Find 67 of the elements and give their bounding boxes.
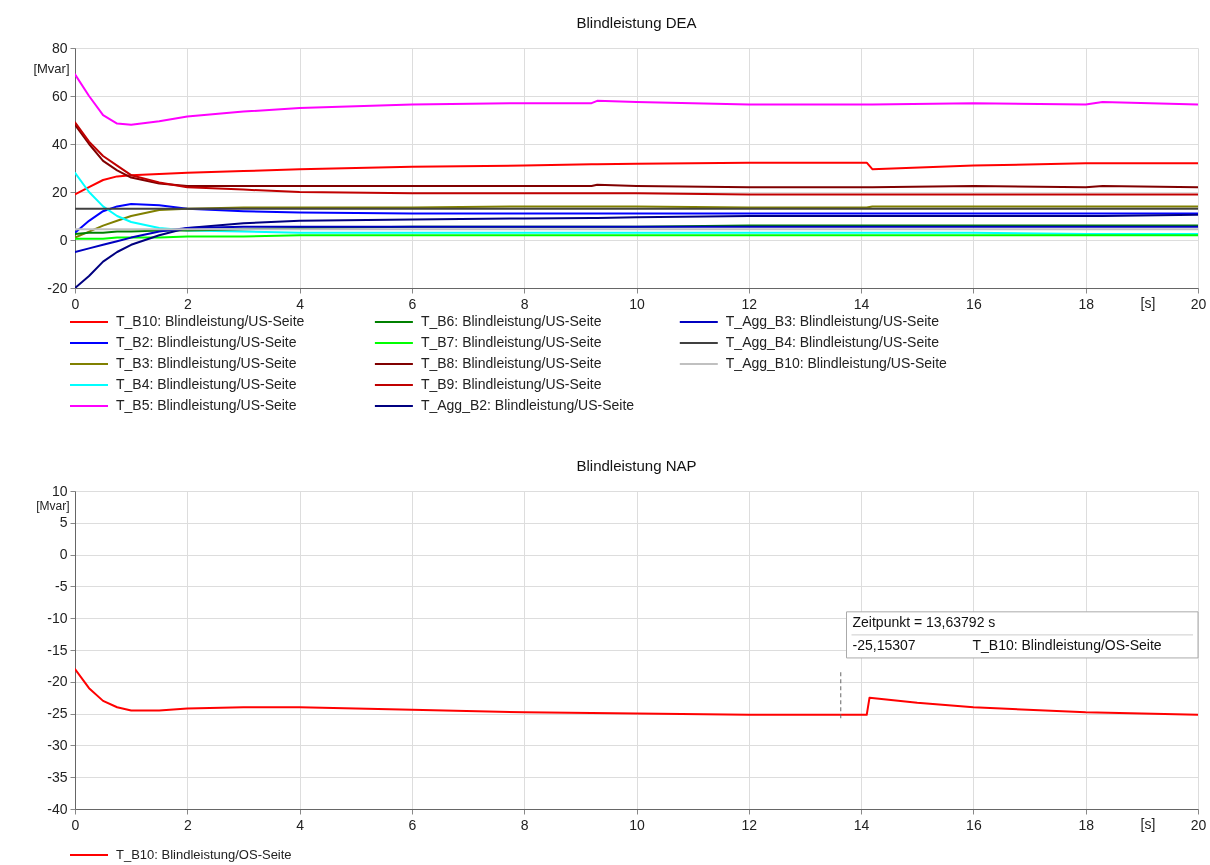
annotation: -25,15307 <box>852 636 916 653</box>
y-tick-label: 0 <box>59 231 68 248</box>
legend-label: T_B3: Blindleistung/US-Seite <box>116 355 297 371</box>
x-tick-label: 16 <box>966 816 982 833</box>
legend-label: T_Agg_B3: Blindleistung/US-Seite <box>725 313 940 329</box>
y-tick-label: -25 <box>47 705 68 722</box>
y-tick-label: -10 <box>47 609 68 626</box>
line-series <box>75 161 1198 196</box>
legend-label: T_B2: Blindleistung/US-Seite <box>116 334 297 350</box>
x-tick-label: 20 <box>1190 295 1207 312</box>
x-tick-label: 14 <box>853 295 870 312</box>
legend-label: T_B10: Blindleistung/OS-Seite <box>116 847 292 862</box>
legend-label: T_Agg_B4: Blindleistung/US-Seite <box>725 334 940 350</box>
y-axis-title: [Mvar] <box>36 498 70 513</box>
x-tick-label: 18 <box>1078 295 1095 312</box>
y-tick-label: 40 <box>51 135 68 152</box>
x-tick-label: 18 <box>1078 816 1095 833</box>
y-tick-label: 0 <box>59 546 68 563</box>
y-tick-label: -15 <box>47 641 68 658</box>
x-tick-label: 8 <box>520 816 529 833</box>
y-tick-label: 60 <box>51 87 68 104</box>
line-series <box>75 73 1198 126</box>
x-tick-label: 8 <box>520 295 529 312</box>
legend-label: T_B5: Blindleistung/US-Seite <box>116 397 297 413</box>
text: T_B10: Blindleistung/OS-Seite <box>972 636 1162 653</box>
y-tick-label: -5 <box>55 577 68 594</box>
x-tick-label: 6 <box>408 816 417 833</box>
x-tick-label: 12 <box>741 816 758 833</box>
x-axis-title: [s] <box>1140 294 1156 311</box>
y-axis-title: [Mvar] <box>33 60 70 76</box>
y-tick-label: -20 <box>47 279 68 296</box>
x-tick-label: 4 <box>296 295 305 312</box>
x-tick-label: 16 <box>966 295 982 312</box>
y-tick-label: -20 <box>47 673 68 690</box>
x-tick-label: 2 <box>183 295 192 312</box>
x-tick-label: 10 <box>629 295 645 312</box>
chart-title: Blindleistung DEA <box>576 14 697 31</box>
legend-label: T_B8: Blindleistung/US-Seite <box>420 355 602 371</box>
annotation: Zeitpunkt = 13,63792 s <box>852 613 996 630</box>
x-axis-title: [s] <box>1140 815 1156 832</box>
legend-label: T_B6: Blindleistung/US-Seite <box>420 313 602 329</box>
x-tick-label: 0 <box>71 295 80 312</box>
y-tick-label: 20 <box>51 183 68 200</box>
y-tick-label: 5 <box>59 514 68 531</box>
y-tick-label: -30 <box>47 736 68 753</box>
x-tick-label: 14 <box>853 816 870 833</box>
legend-label: T_B4: Blindleistung/US-Seite <box>116 376 297 392</box>
line-series <box>75 225 1198 253</box>
legend-label: T_B7: Blindleistung/US-Seite <box>420 334 602 350</box>
y-tick-label: -35 <box>47 768 68 785</box>
chart-title: Blindleistung NAP <box>576 457 697 474</box>
legend-label: T_Agg_B10: Blindleistung/US-Seite <box>725 355 948 371</box>
legend-label: T_B10: Blindleistung/US-Seite <box>116 313 305 329</box>
y-tick-label: 10 <box>51 482 68 499</box>
y-tick-label: -40 <box>47 800 68 817</box>
x-tick-label: 4 <box>296 816 305 833</box>
x-tick-label: 0 <box>71 816 80 833</box>
x-tick-label: 2 <box>183 816 192 833</box>
x-tick-label: 10 <box>629 816 645 833</box>
line-series <box>75 171 1198 235</box>
x-tick-label: 6 <box>408 295 417 312</box>
legend-label: T_B9: Blindleistung/US-Seite <box>420 376 602 392</box>
y-tick-label: 80 <box>51 39 68 56</box>
x-tick-label: 20 <box>1190 816 1207 833</box>
legend-label: T_Agg_B2: Blindleistung/US-Seite <box>420 397 635 413</box>
x-tick-label: 12 <box>741 295 758 312</box>
line-series <box>75 668 1198 716</box>
